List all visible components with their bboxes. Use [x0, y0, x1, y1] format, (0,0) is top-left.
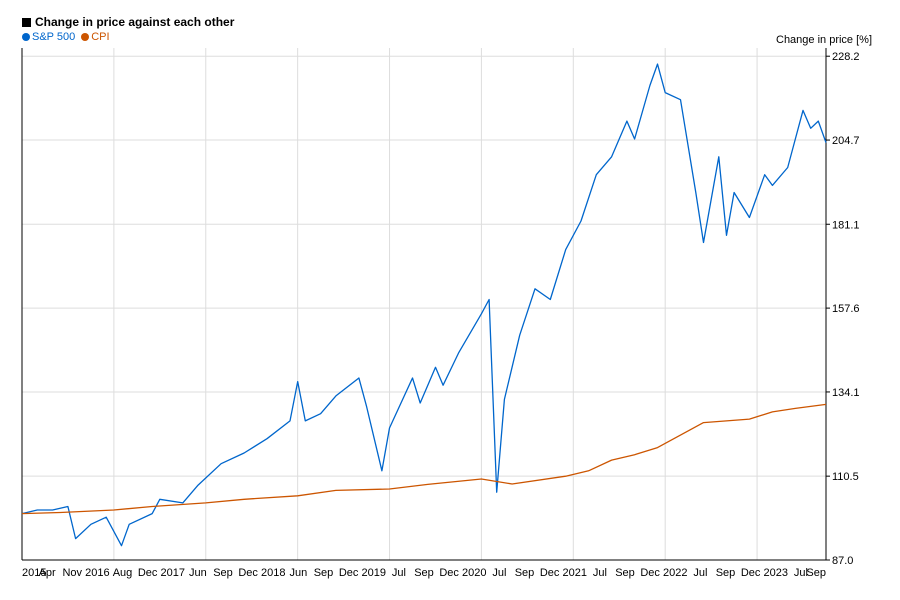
x-tick-label: Jun: [290, 567, 308, 579]
y-tick-label: 181.1: [832, 219, 860, 231]
x-tick-label: 2020: [462, 567, 486, 579]
x-tick-label: Jul: [392, 567, 406, 579]
x-tick-label: Sep: [716, 567, 736, 579]
legend-dot-icon: [81, 33, 90, 41]
x-tick-label: 2021: [563, 567, 587, 579]
y-tick-label: 157.6: [832, 303, 860, 315]
y-tick-label: 204.7: [832, 135, 860, 147]
y-tick-label: 87.0: [832, 555, 853, 567]
x-tick-label: 2018: [261, 567, 285, 579]
x-tick-label: Sep: [414, 567, 434, 579]
x-tick-label: Sep: [806, 567, 826, 579]
x-tick-label: Dec: [138, 567, 158, 579]
x-tick-label: Dec: [439, 567, 459, 579]
y-tick-label: 134.1: [832, 387, 860, 399]
x-tick-label: Dec: [640, 567, 660, 579]
chart-title: Change in price against each other: [35, 15, 235, 29]
x-tick-label: 2015: [22, 567, 46, 579]
legend-item-cpi[interactable]: CPI: [81, 31, 110, 43]
x-tick-label: Dec: [238, 567, 258, 579]
x-tick-label: Sep: [615, 567, 635, 579]
x-tick-label: Jul: [693, 567, 707, 579]
x-tick-label: Sep: [213, 567, 233, 579]
x-tick-label: Sep: [314, 567, 334, 579]
title-square-icon: [22, 17, 31, 27]
series-line-sp500: [21, 63, 827, 547]
x-tick-label: 2016: [85, 567, 109, 579]
x-tick-label: Dec: [540, 567, 560, 579]
y-tick-label: 228.2: [832, 51, 860, 63]
chart-title-row: Change in price against each other: [22, 15, 234, 29]
y-tick-label: 110.5: [832, 471, 859, 483]
chart-legend: S&P 500 CPI: [22, 31, 116, 43]
legend-label-sp500: S&P 500: [32, 31, 76, 43]
series-line-cpi: [21, 403, 827, 515]
x-tick-label: Sep: [515, 567, 535, 579]
legend-dot-icon: [22, 33, 30, 41]
x-tick-label: Jul: [794, 567, 808, 579]
x-tick-label: Jul: [492, 567, 506, 579]
x-tick-label: 2022: [663, 567, 687, 579]
legend-label-cpi: CPI: [91, 31, 110, 43]
x-tick-label: Nov: [62, 567, 82, 579]
legend-item-sp500[interactable]: S&P 500: [22, 31, 75, 43]
y-axis-label: Change in price [%]: [776, 34, 872, 46]
x-tick-label: Apr: [39, 567, 56, 579]
x-tick-label: 2019: [362, 567, 386, 579]
x-tick-label: Jun: [189, 567, 207, 579]
x-tick-label: Dec: [741, 567, 761, 579]
x-tick-label: Aug: [113, 567, 133, 579]
x-tick-label: 2017: [161, 567, 185, 579]
x-tick-label: Jul: [593, 567, 607, 579]
x-tick-label: Dec: [339, 567, 359, 579]
x-tick-label: 2023: [764, 567, 788, 579]
